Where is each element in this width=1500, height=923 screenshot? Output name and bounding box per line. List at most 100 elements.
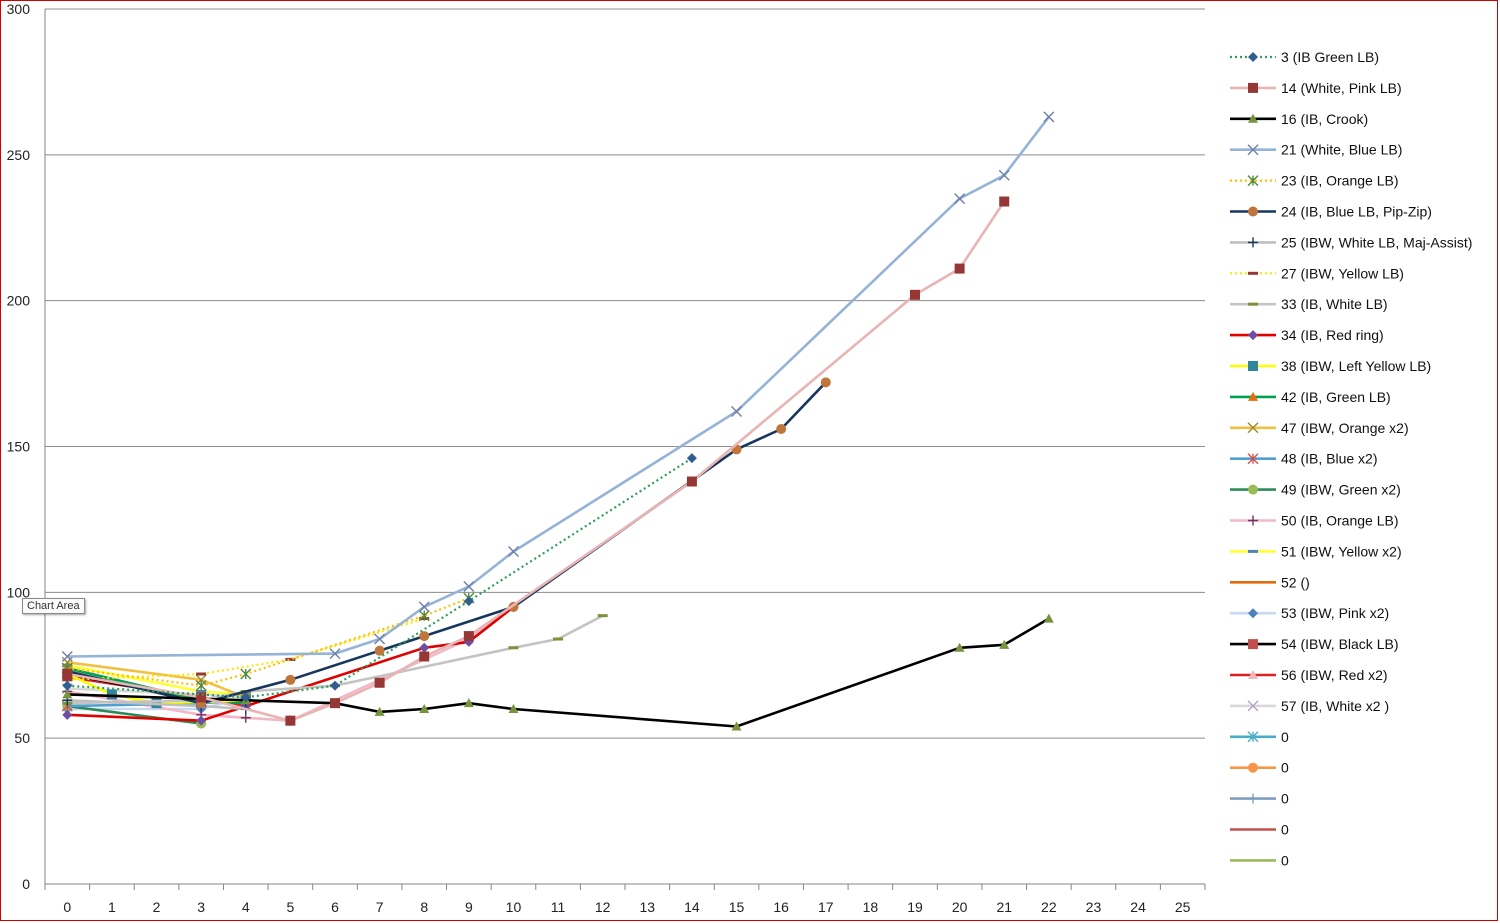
legend-entry[interactable]: 34 (IB, Red ring)	[1230, 327, 1384, 343]
legend-entry[interactable]: 33 (IB, White LB)	[1230, 296, 1388, 312]
data-point[interactable]	[463, 596, 474, 607]
legend-entry[interactable]: 49 (IBW, Green x2)	[1230, 482, 1401, 498]
data-point[interactable]	[196, 715, 207, 726]
legend-marker[interactable]	[1248, 391, 1258, 401]
data-point[interactable]	[62, 680, 73, 691]
data-point[interactable]	[419, 704, 430, 713]
data-point[interactable]	[329, 648, 341, 660]
legend-marker[interactable]	[1248, 330, 1258, 341]
legend-entry[interactable]: 16 (IB, Crook)	[1230, 111, 1368, 127]
legend-entry[interactable]: 53 (IBW, Pink x2)	[1230, 605, 1389, 621]
legend-entry[interactable]: 48 (IB, Blue x2)	[1230, 451, 1378, 467]
data-point[interactable]	[374, 706, 385, 716]
data-point[interactable]	[597, 614, 608, 618]
legend-marker[interactable]	[1247, 422, 1259, 434]
legend-entry[interactable]: 27 (IBW, Yellow LB)	[1230, 265, 1404, 281]
series-5[interactable]	[62, 377, 831, 709]
legend-marker[interactable]	[1247, 175, 1259, 187]
data-point[interactable]	[776, 424, 787, 434]
legend-marker[interactable]	[1248, 608, 1258, 619]
legend-entry[interactable]: 0	[1230, 760, 1289, 776]
legend-marker[interactable]	[1248, 762, 1258, 773]
legend-entry[interactable]: 52 ()	[1230, 574, 1310, 590]
legend-marker[interactable]	[1248, 670, 1258, 679]
data-point[interactable]	[820, 377, 831, 388]
legend-marker[interactable]	[1248, 484, 1258, 495]
data-point[interactable]	[285, 715, 296, 726]
data-point[interactable]	[374, 633, 386, 645]
data-point[interactable]	[196, 672, 207, 676]
data-point[interactable]	[954, 193, 966, 205]
data-point[interactable]	[61, 651, 73, 662]
series-line[interactable]	[67, 457, 693, 699]
legend-entry[interactable]: 0	[1230, 822, 1289, 838]
data-point[interactable]	[1043, 111, 1055, 123]
legend-marker[interactable]	[1248, 515, 1258, 526]
legend-entry[interactable]: 56 (IBW, Red x2)	[1230, 667, 1388, 683]
data-point[interactable]	[62, 678, 73, 682]
legend-entry[interactable]: 57 (IB, White x2 )	[1230, 698, 1389, 714]
legend-entry[interactable]: 0	[1230, 729, 1289, 745]
data-point[interactable]	[285, 657, 296, 661]
data-point[interactable]	[999, 196, 1010, 207]
legend-marker[interactable]	[1248, 361, 1258, 371]
legend-marker[interactable]	[1248, 82, 1258, 93]
legend-marker[interactable]	[1248, 639, 1258, 650]
data-point[interactable]	[240, 668, 252, 680]
legend-entry[interactable]: 51 (IBW, Yellow x2)	[1230, 543, 1402, 559]
legend-marker[interactable]	[1248, 271, 1258, 275]
legend-marker[interactable]	[1248, 52, 1258, 62]
data-point[interactable]	[508, 704, 519, 713]
legend[interactable]: 3 (IB Green LB) 14 (White, Pink LB) 16 (IB…	[1230, 49, 1472, 868]
legend-entry[interactable]: 0	[1230, 852, 1289, 868]
legend-entry[interactable]: 25 (IBW, White LB, Maj-Assist)	[1230, 234, 1472, 250]
legend-marker[interactable]	[1248, 793, 1258, 804]
data-point[interactable]	[1043, 613, 1054, 623]
series-4[interactable]	[61, 592, 475, 692]
data-point[interactable]	[240, 712, 251, 723]
data-point[interactable]	[910, 289, 920, 300]
data-point[interactable]	[999, 639, 1010, 649]
series-line[interactable]	[67, 605, 515, 722]
legend-entry[interactable]: 21 (White, Blue LB)	[1230, 142, 1402, 158]
data-point[interactable]	[954, 263, 965, 274]
data-point[interactable]	[374, 677, 385, 688]
legend-entry[interactable]: 3 (IB Green LB)	[1230, 49, 1379, 65]
data-point[interactable]	[419, 651, 430, 662]
legend-marker[interactable]	[1248, 302, 1258, 306]
data-point[interactable]	[418, 601, 430, 613]
data-point[interactable]	[463, 698, 474, 708]
data-point[interactable]	[419, 631, 430, 642]
legend-marker[interactable]	[1247, 731, 1259, 743]
legend-entry[interactable]: 24 (IB, Blue LB, Pip-Zip)	[1230, 204, 1432, 220]
data-point[interactable]	[419, 642, 430, 653]
data-point[interactable]	[62, 689, 73, 699]
series-0[interactable]	[62, 453, 697, 703]
data-point[interactable]	[686, 476, 697, 487]
data-point[interactable]	[330, 698, 340, 709]
legend-marker[interactable]	[1247, 144, 1259, 156]
legend-marker[interactable]	[1248, 206, 1258, 217]
series-line[interactable]	[67, 617, 1050, 728]
series-15[interactable]	[62, 601, 519, 726]
legend-entry[interactable]: 54 (IBW, Black LB)	[1230, 636, 1398, 652]
data-point[interactable]	[106, 689, 117, 700]
legend-entry[interactable]: 23 (IB, Orange LB)	[1230, 173, 1399, 189]
legend-marker[interactable]	[1248, 237, 1258, 248]
data-point[interactable]	[330, 680, 340, 691]
data-point[interactable]	[553, 637, 564, 641]
data-point[interactable]	[463, 631, 474, 642]
series-line[interactable]	[67, 605, 515, 722]
data-point[interactable]	[998, 169, 1010, 181]
legend-entry[interactable]: 38 (IBW, Left Yellow LB)	[1230, 358, 1431, 374]
data-point[interactable]	[508, 646, 519, 650]
data-point[interactable]	[62, 709, 73, 720]
legend-entry[interactable]: 50 (IB, Orange LB)	[1230, 513, 1399, 529]
data-point[interactable]	[285, 674, 296, 685]
legend-marker[interactable]	[1248, 113, 1258, 123]
legend-entry[interactable]: 47 (IBW, Orange x2)	[1230, 420, 1409, 436]
data-point[interactable]	[463, 581, 475, 592]
data-point[interactable]	[240, 692, 251, 703]
legend-marker[interactable]	[1247, 453, 1259, 465]
series-9[interactable]	[62, 601, 519, 726]
